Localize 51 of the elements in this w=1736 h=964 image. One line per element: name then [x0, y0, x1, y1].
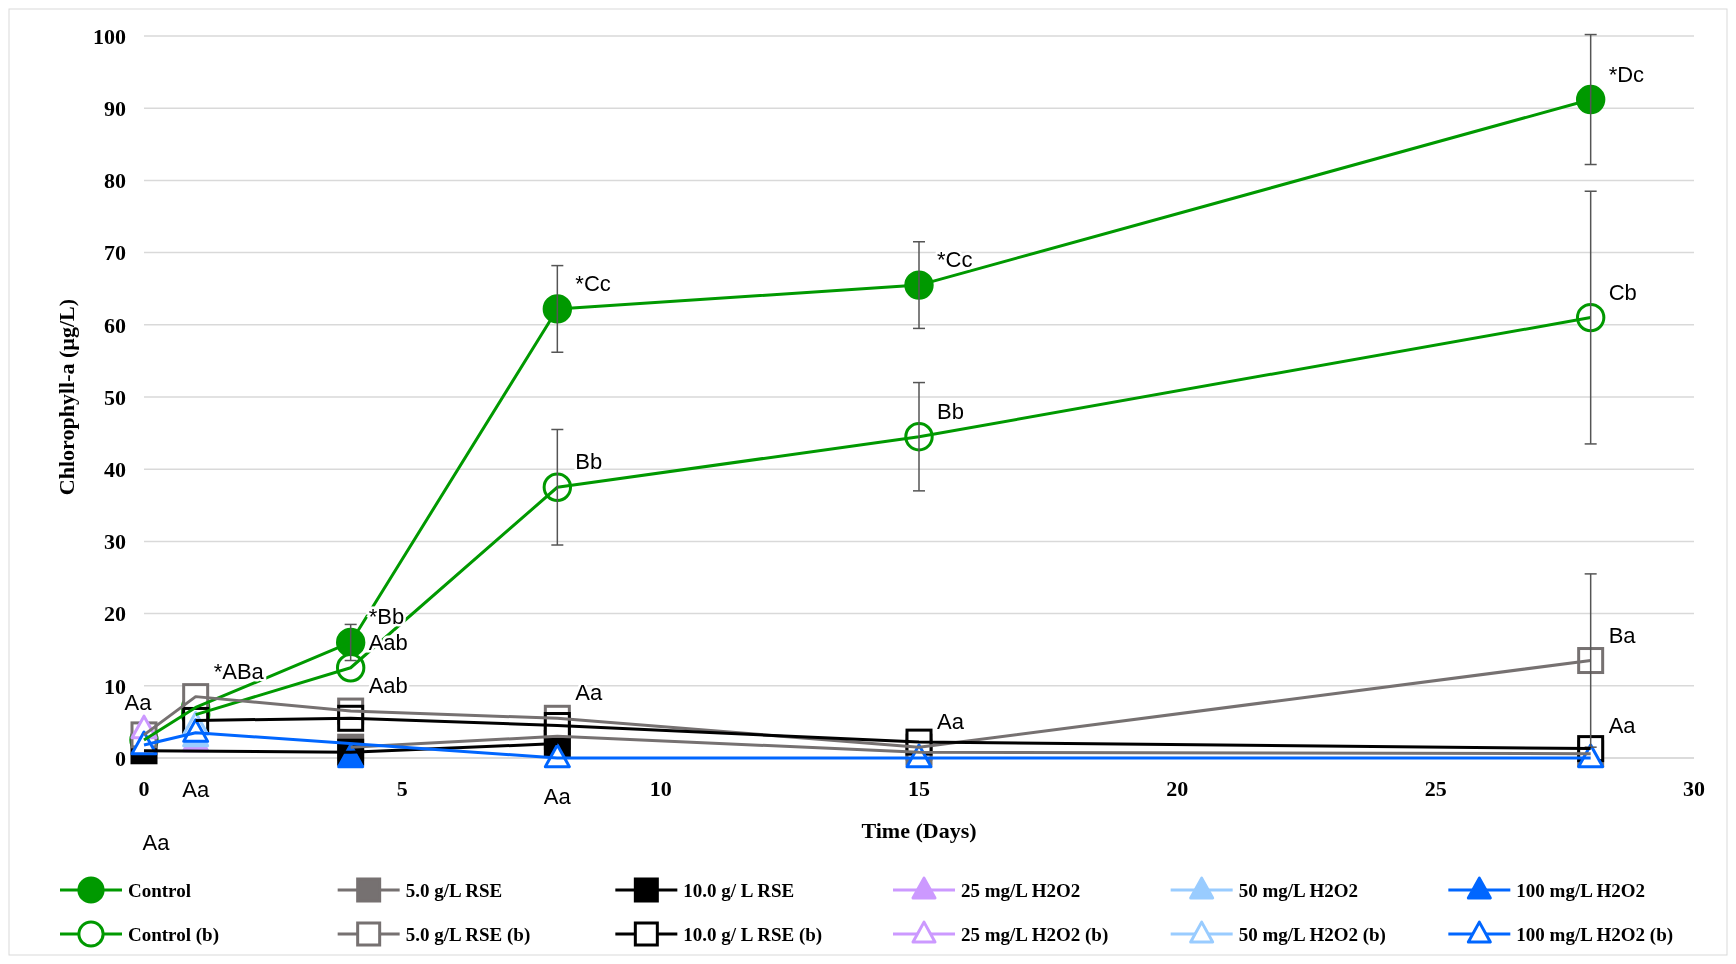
annotation: Aa	[1608, 712, 1637, 738]
y-tick-label: 50	[104, 384, 126, 410]
annotation: Cb	[1608, 279, 1637, 305]
legend-label: 5.0 g/L RSE	[405, 879, 503, 901]
annotation: Aa	[182, 776, 210, 802]
y-axis-title: Chlorophyll-a (µg/L)	[54, 298, 79, 496]
y-tick-label: 100	[93, 23, 126, 49]
annotation: Bb	[575, 449, 603, 475]
annotation: *Dc	[1608, 61, 1645, 87]
legend-label: 10.0 g/ L RSE	[683, 879, 795, 901]
annotation: Ba	[1608, 622, 1637, 648]
x-tick-label: 15	[908, 776, 930, 801]
x-tick-label: 30	[1683, 776, 1705, 801]
y-tick-label: 90	[104, 95, 126, 121]
x-tick-label: 20	[1166, 776, 1189, 801]
annotation: *ABa	[213, 658, 265, 684]
y-tick-label: 10	[104, 673, 126, 699]
x-tick-label: 25	[1424, 776, 1447, 801]
legend-label: Control	[128, 879, 191, 901]
legend-label: 100 mg/L H2O2 (b)	[1516, 923, 1674, 946]
x-tick-label: 5	[396, 776, 408, 801]
annotation: *Cc	[575, 270, 611, 296]
legend-label: 25 mg/L H2O2	[961, 879, 1081, 901]
legend-label: 100 mg/L H2O2	[1516, 879, 1646, 901]
text: Aa	[142, 830, 171, 855]
y-tick-label: 40	[104, 456, 126, 482]
x-axis-title: Time (Days)	[861, 818, 977, 843]
annotation: *Bb	[368, 604, 405, 630]
annotation: *Cc	[937, 247, 973, 273]
point	[1577, 647, 1605, 675]
point	[1575, 84, 1606, 115]
legend-label: 25 mg/L H2O2 (b)	[961, 923, 1109, 946]
y-tick-label: 80	[104, 168, 126, 194]
legend-label: 50 mg/L H2O2	[1238, 879, 1358, 901]
legend-label: 5.0 g/L RSE (b)	[405, 923, 531, 946]
x-tick-label: 0	[138, 776, 150, 801]
annotation: Aab	[368, 673, 408, 699]
y-tick-label: 0	[115, 745, 126, 771]
y-tick-label: 20	[104, 601, 126, 627]
annotation: Aa	[575, 680, 604, 706]
y-tick-label: 60	[104, 312, 126, 338]
annotation: Aa	[937, 709, 965, 735]
y-tick-label: 70	[104, 240, 126, 266]
annotation: Aa	[543, 784, 572, 809]
legend-label: 50 mg/L H2O2 (b)	[1238, 923, 1386, 946]
x-tick-label: 10	[649, 776, 672, 801]
annotation: Aa	[124, 690, 153, 716]
y-tick-label: 30	[104, 529, 126, 555]
legend-label: Control (b)	[128, 923, 219, 946]
annotation: Bb	[937, 398, 964, 424]
legend-label: 10.0 g/ L RSE (b)	[683, 923, 823, 946]
